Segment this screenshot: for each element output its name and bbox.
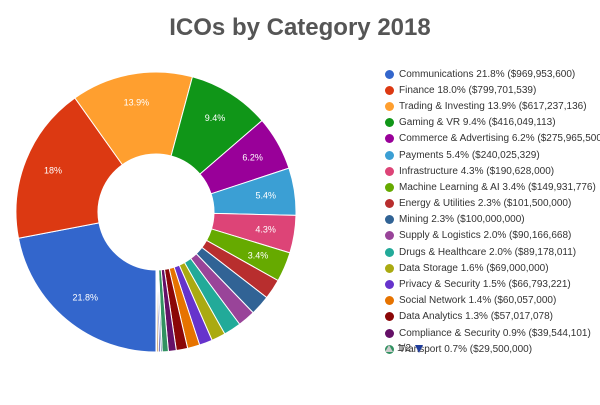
legend-swatch — [385, 85, 394, 95]
legend-label: Drugs & Healthcare 2.0% ($89,178,011) — [399, 246, 577, 258]
legend-swatch — [385, 312, 394, 322]
legend-label: Energy & Utilities 2.3% ($101,500,000) — [399, 198, 572, 210]
pie-slice[interactable] — [17, 222, 157, 353]
legend-label: Commerce & Advertising 6.2% ($275,965,50… — [399, 133, 600, 145]
legend-item[interactable]: Privacy & Security 1.5% ($66,793,221) — [385, 276, 600, 292]
pie-slice[interactable] — [15, 97, 124, 239]
legend-swatch — [385, 280, 394, 290]
legend-label: Trading & Investing 13.9% ($617,237,136) — [399, 100, 587, 112]
legend-item[interactable]: Payments 5.4% ($240,025,329) — [385, 147, 600, 163]
legend-swatch — [385, 328, 394, 338]
legend-label: Finance 18.0% ($799,701,539) — [399, 84, 537, 96]
legend-swatch — [385, 69, 394, 79]
slice-label: 21.8% — [72, 293, 98, 303]
legend-swatch — [385, 182, 394, 192]
legend-label: Data Storage 1.6% ($69,000,000) — [399, 262, 549, 274]
legend-item[interactable]: Supply & Logistics 2.0% ($90,166,668) — [385, 228, 600, 244]
legend-label: Mining 2.3% ($100,000,000) — [399, 214, 525, 226]
triangle-down-icon[interactable] — [414, 344, 423, 353]
legend-item[interactable]: Gaming & VR 9.4% ($416,049,113) — [385, 115, 600, 131]
legend-swatch — [385, 231, 394, 241]
legend-item[interactable]: Data Storage 1.6% ($69,000,000) — [385, 260, 600, 276]
legend-item[interactable]: Mining 2.3% ($100,000,000) — [385, 212, 600, 228]
legend-item[interactable]: Infrastructure 4.3% ($190,628,000) — [385, 163, 600, 179]
slice-label: 13.9% — [124, 98, 150, 108]
slice-label: 3.4% — [248, 251, 269, 261]
legend-label: Data Analytics 1.3% ($57,017,078) — [399, 311, 553, 323]
legend-swatch — [385, 247, 394, 257]
legend-item[interactable]: Commerce & Advertising 6.2% ($275,965,50… — [385, 131, 600, 147]
legend-swatch — [385, 150, 394, 160]
legend-item[interactable]: Machine Learning & AI 3.4% ($149,931,776… — [385, 179, 600, 195]
slice-label: 6.2% — [242, 152, 263, 162]
legend-item[interactable]: Data Analytics 1.3% ($57,017,078) — [385, 309, 600, 325]
legend-swatch — [385, 101, 394, 111]
chart-title: ICOs by Category 2018 — [169, 14, 431, 41]
legend-item[interactable]: Trading & Investing 13.9% ($617,237,136) — [385, 98, 600, 114]
legend-label: Supply & Logistics 2.0% ($90,166,668) — [399, 230, 572, 242]
legend-item[interactable]: Drugs & Healthcare 2.0% ($89,178,011) — [385, 244, 600, 260]
legend-item[interactable]: Finance 18.0% ($799,701,539) — [385, 82, 600, 98]
legend-swatch — [385, 263, 394, 273]
legend-label: Social Network 1.4% ($60,057,000) — [399, 295, 557, 307]
legend-label: Gaming & VR 9.4% ($416,049,113) — [399, 117, 556, 129]
legend-label: Machine Learning & AI 3.4% ($149,931,776… — [399, 181, 596, 193]
legend-item[interactable]: Social Network 1.4% ($60,057,000) — [385, 293, 600, 309]
legend-swatch — [385, 215, 394, 225]
legend-pager: 1/2 — [385, 343, 423, 354]
legend-item[interactable]: Communications 21.8% ($969,953,600) — [385, 66, 600, 82]
legend-label: Compliance & Security 0.9% ($39,544,101) — [399, 327, 591, 339]
legend-item[interactable]: Energy & Utilities 2.3% ($101,500,000) — [385, 196, 600, 212]
pie-slice[interactable] — [155, 269, 158, 353]
legend-swatch — [385, 296, 394, 306]
slice-label: 18% — [44, 166, 62, 176]
legend-swatch — [385, 134, 394, 144]
legend-item[interactable]: Compliance & Security 0.9% ($39,544,101) — [385, 325, 600, 341]
legend-swatch — [385, 199, 394, 209]
legend-label: Communications 21.8% ($969,953,600) — [399, 68, 576, 80]
legend: Communications 21.8% ($969,953,600) Finan… — [385, 66, 600, 357]
legend-label: Payments 5.4% ($240,025,329) — [399, 149, 540, 161]
legend-swatch — [385, 166, 394, 176]
legend-label: Infrastructure 4.3% ($190,628,000) — [399, 165, 555, 177]
slice-label: 4.3% — [255, 225, 276, 235]
donut-chart: 21.8% 18% 13.9% 9.4% 6.2% 5.4% 4.3% 3.4% — [15, 71, 297, 353]
slice-label: 5.4% — [256, 191, 277, 201]
legend-label: Transport 0.7% ($29,500,000) — [399, 343, 533, 355]
slice-label: 9.4% — [205, 113, 226, 123]
triangle-up-icon[interactable] — [385, 345, 393, 352]
pager-text: 1/2 — [397, 343, 411, 354]
legend-swatch — [385, 118, 394, 128]
legend-label: Privacy & Security 1.5% ($66,793,221) — [399, 279, 571, 291]
